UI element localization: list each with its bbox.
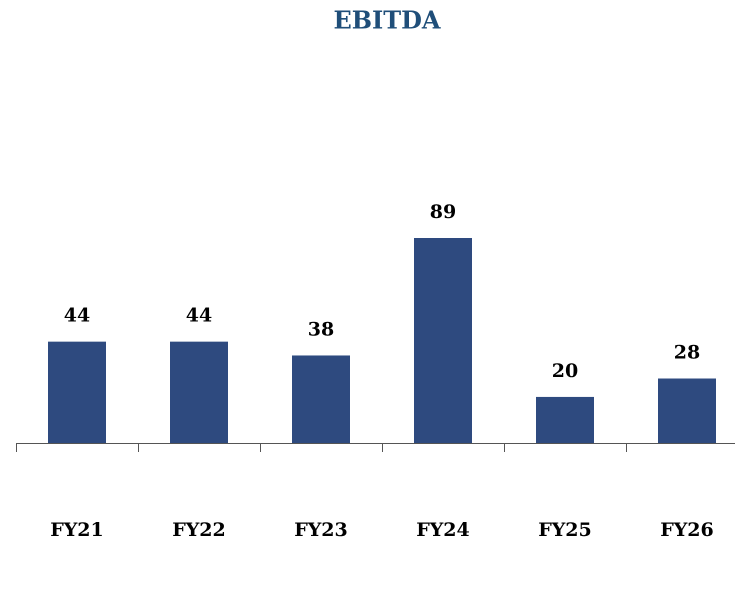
x-tick-label: FY23 (294, 519, 348, 541)
data-label: 44 (186, 305, 212, 327)
x-tick-label: FY22 (172, 519, 226, 541)
x-tick-label: FY25 (538, 519, 592, 541)
bar (292, 355, 350, 443)
x-tick-label: FY24 (416, 519, 470, 541)
data-label: 38 (308, 318, 334, 340)
bar (170, 341, 228, 443)
chart-title: EBITDA (333, 6, 440, 35)
bar (414, 238, 472, 443)
data-label: 89 (430, 201, 456, 223)
data-label: 28 (674, 342, 700, 364)
data-label: 20 (552, 360, 578, 382)
x-tick-label: FY26 (660, 519, 714, 541)
bar (536, 396, 594, 443)
data-label: 44 (64, 305, 90, 327)
bar (48, 341, 106, 443)
bar (658, 378, 716, 443)
x-tick-label: FY21 (50, 519, 104, 541)
